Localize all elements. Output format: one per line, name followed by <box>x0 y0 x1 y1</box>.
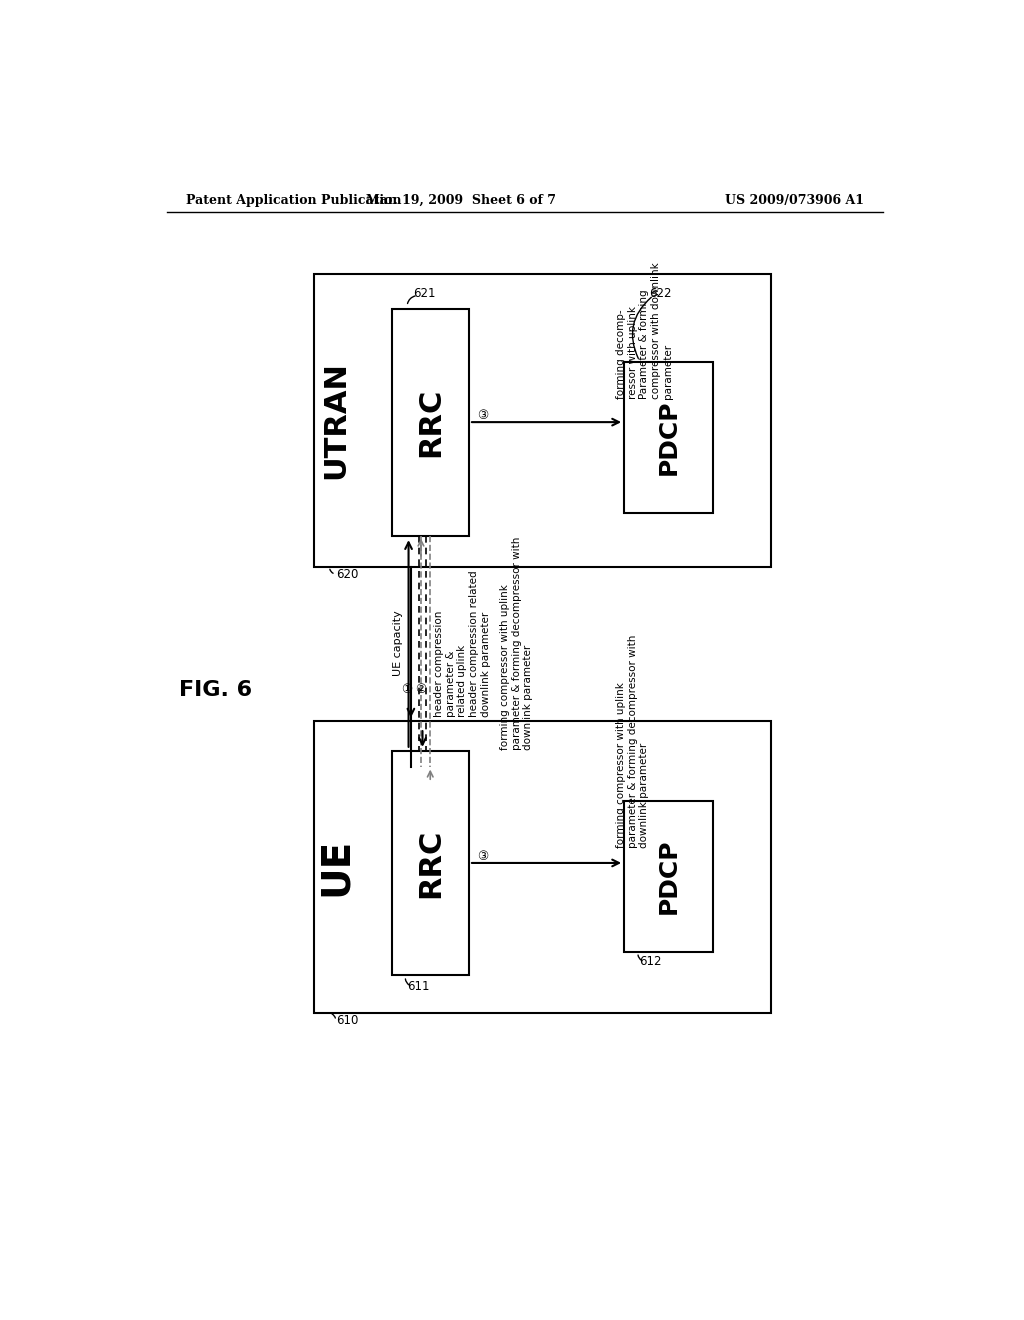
Text: Patent Application Publication: Patent Application Publication <box>186 194 401 207</box>
Bar <box>624 363 713 512</box>
Text: 612: 612 <box>640 954 662 968</box>
Text: 611: 611 <box>407 979 429 993</box>
Text: PDCP: PDCP <box>656 838 681 915</box>
Text: forming compressor with uplink
parameter & forming decompressor with
downlink pa: forming compressor with uplink parameter… <box>500 537 534 750</box>
Bar <box>391 751 469 974</box>
Text: US 2009/073906 A1: US 2009/073906 A1 <box>725 194 864 207</box>
Text: ③: ③ <box>477 409 488 422</box>
Text: RRC: RRC <box>416 828 444 898</box>
Text: ①: ① <box>401 684 413 696</box>
Bar <box>624 801 713 952</box>
Text: ③: ③ <box>477 850 488 863</box>
Text: PDCP: PDCP <box>656 400 681 475</box>
Text: ②: ② <box>416 684 427 696</box>
Bar <box>391 309 469 536</box>
Text: 622: 622 <box>649 286 672 300</box>
Text: forming decomp-
ressor with uplink
Parameter & forming
compressor with downlink
: forming decomp- ressor with uplink Param… <box>616 263 673 399</box>
Text: UTRAN: UTRAN <box>322 362 350 479</box>
Bar <box>314 275 771 566</box>
Text: 621: 621 <box>414 286 435 300</box>
Text: 620: 620 <box>336 568 358 581</box>
Bar <box>314 721 771 1014</box>
Text: forming compressor with uplink
parameter & forming decompressor with
downlink pa: forming compressor with uplink parameter… <box>616 634 649 847</box>
Text: RRC: RRC <box>416 388 444 457</box>
Text: Mar. 19, 2009  Sheet 6 of 7: Mar. 19, 2009 Sheet 6 of 7 <box>367 194 556 207</box>
Text: 610: 610 <box>336 1014 358 1027</box>
Text: header compression
parameter &
related uplink
header compression related
downlin: header compression parameter & related u… <box>434 570 490 717</box>
Text: FIG. 6: FIG. 6 <box>179 680 252 700</box>
Text: UE capacity: UE capacity <box>392 611 402 676</box>
Text: UE: UE <box>316 838 354 896</box>
